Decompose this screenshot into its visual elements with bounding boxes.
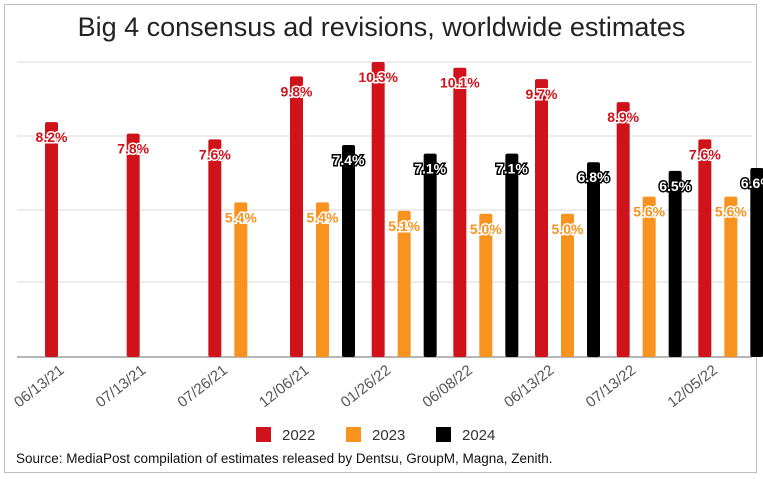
source-note: Source: MediaPost compilation of estimat… — [16, 451, 553, 466]
x-tick-label: 12/06/21 — [256, 362, 312, 411]
data-label-2022-0: 8.2% — [36, 129, 68, 145]
data-label-2024-3: 7.4% — [333, 152, 365, 168]
data-labels: 8.2% 7.8% 7.6% 5.4% 9.8% 5.4% 7.4% 10.3% 5.1% 7.1… — [34, 68, 763, 239]
data-label-2022-8: 7.6% — [689, 146, 721, 162]
bar-2022-4 — [371, 62, 385, 357]
data-label-2024-7: 6.5% — [659, 178, 691, 194]
data-label-2023-8: 5.6% — [715, 204, 747, 220]
legend: 2022 2023 2024 — [256, 427, 495, 444]
x-tick-label: 06/08/22 — [419, 362, 475, 411]
legend-swatch-2024 — [436, 427, 451, 442]
data-label-2023-4: 5.1% — [388, 218, 420, 234]
x-tick-labels: 06/13/21 07/13/21 07/26/21 12/06/21 01/26/22… — [11, 362, 721, 411]
data-label-2022-4: 10.3% — [358, 69, 398, 85]
data-label-2022-3: 9.8% — [281, 83, 313, 99]
bar-2024-5 — [505, 153, 519, 357]
data-label-2022-5: 10.1% — [440, 75, 480, 91]
x-tick-label: 07/13/22 — [583, 362, 639, 411]
bar-2022-5 — [453, 67, 467, 358]
bar-2023-5 — [479, 213, 493, 357]
data-label-2023-2: 5.4% — [225, 209, 257, 225]
bars — [45, 62, 763, 358]
legend-swatch-2022 — [256, 427, 271, 442]
bar-2024-4 — [423, 153, 437, 357]
bar-2023-2 — [234, 202, 248, 357]
chart-title: Big 4 consensus ad revisions, worldwide … — [77, 12, 686, 42]
data-label-2023-5: 5.0% — [470, 221, 502, 237]
bar-2022-1 — [126, 133, 140, 357]
data-label-2024-5: 7.1% — [496, 161, 528, 177]
bar-2022-0 — [45, 122, 58, 357]
bar-2024-6 — [587, 162, 600, 357]
legend-label-2024: 2024 — [462, 427, 495, 444]
bar-2023-4 — [397, 210, 411, 357]
bar-2022-6 — [535, 79, 548, 358]
data-label-2023-3: 5.4% — [307, 209, 339, 225]
data-label-2022-6: 9.7% — [526, 86, 558, 102]
legend-label-2022: 2022 — [282, 427, 315, 444]
bar-2022-8 — [698, 139, 712, 357]
x-tick-label: 07/13/21 — [93, 362, 149, 411]
bar-2023-3 — [316, 202, 329, 357]
x-tick-label: 06/13/22 — [501, 362, 557, 411]
data-label-2022-2: 7.6% — [199, 146, 231, 162]
bar-2024-3 — [342, 145, 355, 357]
bar-2022-3 — [290, 76, 303, 358]
bar-2022-7 — [616, 102, 630, 358]
data-label-2022-1: 7.8% — [117, 141, 149, 157]
data-label-2024-6: 6.8% — [578, 169, 610, 185]
data-label-2023-6: 5.0% — [552, 221, 584, 237]
bar-2024-7 — [668, 170, 682, 357]
legend-label-2023: 2023 — [372, 427, 405, 444]
bar-2023-8 — [724, 196, 738, 357]
data-label-2024-4: 7.1% — [414, 161, 446, 177]
bar-2023-6 — [561, 213, 574, 357]
bar-2022-2 — [208, 139, 222, 357]
x-tick-label: 01/26/22 — [338, 362, 394, 411]
bar-2024-8 — [750, 167, 763, 357]
x-tick-label: 12/05/22 — [664, 362, 720, 411]
bar-2023-7 — [642, 196, 656, 357]
legend-swatch-2023 — [346, 427, 361, 442]
x-tick-label: 06/13/21 — [11, 362, 67, 411]
x-tick-label: 07/26/21 — [174, 362, 230, 411]
data-label-2024-8: 6.6% — [741, 175, 763, 191]
data-label-2022-7: 8.9% — [607, 109, 639, 125]
data-label-2023-7: 5.6% — [633, 204, 665, 220]
